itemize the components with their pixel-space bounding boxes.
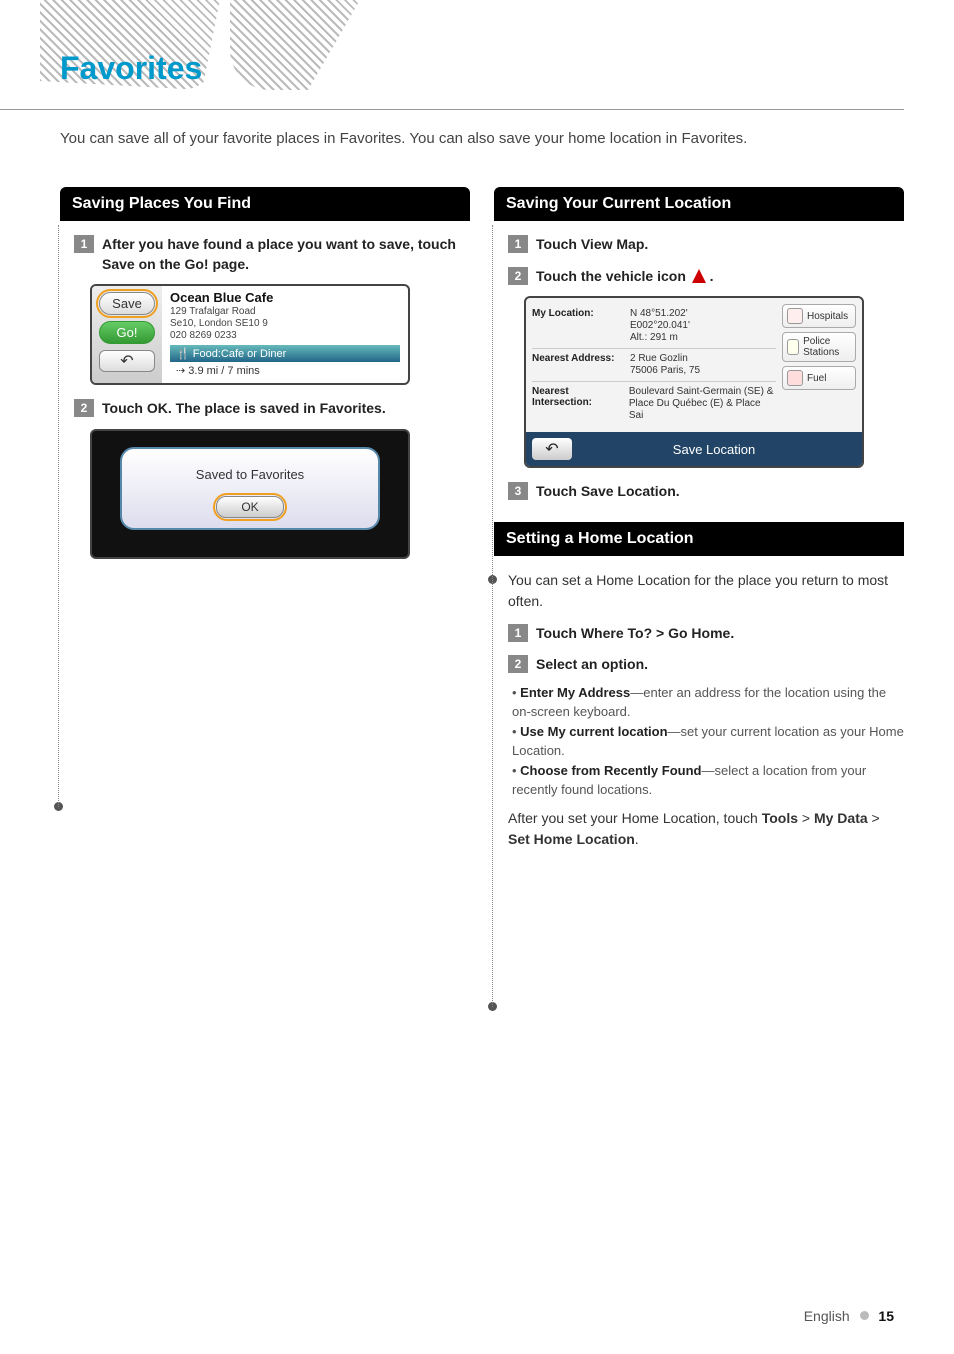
poi-label: Police Stations (803, 336, 851, 358)
vehicle-icon (692, 269, 706, 283)
step-number: 2 (508, 655, 528, 673)
poi-hospitals[interactable]: Hospitals (782, 304, 856, 328)
saved-dialog-screenshot: Saved to Favorites OK (90, 429, 410, 559)
back-button[interactable]: ↶ (99, 350, 155, 372)
section-saving-places: Saving Places You Find (60, 187, 470, 221)
poi-label: Fuel (807, 373, 826, 384)
left-column: Saving Places You Find 1 After you have … (60, 187, 470, 807)
step-number: 2 (74, 399, 94, 417)
page-header: Favorites (0, 0, 904, 110)
text: > (798, 810, 814, 826)
section-saving-current: Saving Your Current Location (494, 187, 904, 221)
step-1: 1 Touch View Map. (508, 235, 904, 255)
section-intro: You can set a Home Location for the plac… (508, 570, 904, 612)
step-number: 1 (74, 235, 94, 253)
page-title: Favorites (60, 50, 202, 87)
step-number: 3 (508, 482, 528, 500)
ok-button[interactable]: OK (216, 496, 283, 518)
addr-line: 020 8269 0233 (170, 330, 237, 341)
text: > (868, 810, 880, 826)
save-location-label: Save Location (572, 442, 856, 457)
fuel-icon (787, 370, 803, 386)
step-number: 1 (508, 624, 528, 642)
my-location-screenshot: My Location: N 48°51.202' E002°20.041' A… (524, 296, 864, 468)
row-value: N 48°51.202' E002°20.041' Alt.: 291 m (630, 308, 690, 344)
text: After you set your Home Location, touch (508, 810, 762, 826)
footer-dot-icon (860, 1311, 869, 1320)
text: . (635, 831, 639, 847)
go-details: Ocean Blue Cafe 129 Trafalgar Road Se10,… (162, 286, 408, 383)
go-button[interactable]: Go! (99, 321, 155, 344)
outro-text: After you set your Home Location, touch … (508, 808, 904, 850)
row-key: My Location: (532, 308, 624, 344)
poi-police[interactable]: Police Stations (782, 332, 856, 362)
text: . (710, 268, 714, 284)
step-text: Touch the vehicle icon . (536, 267, 714, 287)
list-item: Enter My Address—enter an address for th… (512, 683, 904, 722)
step-text: After you have found a place you want to… (102, 235, 470, 274)
step-2: 2 Touch OK. The place is saved in Favori… (74, 399, 470, 419)
option-name: Choose from Recently Found (520, 763, 701, 778)
options-list: Enter My Address—enter an address for th… (512, 683, 904, 800)
hospital-icon (787, 308, 803, 324)
text-bold: Set Home Location (508, 831, 635, 847)
step-3: 3 Touch Save Location. (508, 482, 904, 502)
option-name: Use My current location (520, 724, 667, 739)
step-text: Touch OK. The place is saved in Favorite… (102, 399, 386, 419)
step-text: Touch Where To? > Go Home. (536, 624, 734, 644)
step-number: 2 (508, 267, 528, 285)
go-sidebar: Save Go! ↶ (92, 286, 162, 383)
text: Touch the vehicle icon (536, 268, 686, 284)
intro-text: You can save all of your favorite places… (60, 130, 894, 147)
save-button[interactable]: Save (99, 292, 155, 315)
dot-decoration (488, 575, 497, 584)
step-1: 1 After you have found a place you want … (74, 235, 470, 274)
table-row: My Location: N 48°51.202' E002°20.041' A… (532, 304, 776, 349)
option-name: Enter My Address (520, 685, 630, 700)
place-title: Ocean Blue Cafe (170, 290, 400, 305)
table-row: Nearest Address: 2 Rue Gozlin 75006 Pari… (532, 349, 776, 382)
dialog: Saved to Favorites OK (120, 447, 380, 530)
right-column: Saving Your Current Location 1 Touch Vie… (494, 187, 904, 1007)
text-bold: My Data (814, 810, 868, 826)
decoration (230, 0, 360, 90)
addr-line: Se10, London SE10 9 (170, 318, 268, 329)
step-text: Touch Save Location. (536, 482, 680, 502)
row-key: Nearest Address: (532, 353, 624, 377)
row-key: Nearest Intersection: (532, 386, 623, 422)
back-button[interactable]: ↶ (532, 438, 572, 460)
place-address: 129 Trafalgar Road Se10, London SE10 9 0… (170, 306, 400, 342)
step-text: Select an option. (536, 655, 648, 675)
poi-label: Hospitals (807, 311, 848, 322)
dot-decoration (54, 802, 63, 811)
step-text: Touch View Map. (536, 235, 648, 255)
row-value: Boulevard Saint-Germain (SE) & Place Du … (629, 386, 776, 422)
section-home-location: Setting a Home Location (494, 522, 904, 556)
list-item: Use My current location—set your current… (512, 722, 904, 761)
step-2: 2 Touch the vehicle icon . (508, 267, 904, 287)
step-2: 2 Select an option. (508, 655, 904, 675)
police-icon (787, 339, 799, 355)
location-details: My Location: N 48°51.202' E002°20.041' A… (526, 298, 782, 432)
poi-fuel[interactable]: Fuel (782, 366, 856, 390)
step-number: 1 (508, 235, 528, 253)
dialog-text: Saved to Favorites (132, 467, 368, 482)
page-footer: English 15 (804, 1308, 894, 1324)
text-bold: Tools (762, 810, 798, 826)
poi-sidebar: Hospitals Police Stations Fuel (782, 298, 862, 432)
table-row: Nearest Intersection: Boulevard Saint-Ge… (532, 382, 776, 426)
footer-page-number: 15 (878, 1308, 894, 1324)
dot-decoration (488, 1002, 497, 1011)
row-value: 2 Rue Gozlin 75006 Paris, 75 (630, 353, 700, 377)
go-page-screenshot: Save Go! ↶ Ocean Blue Cafe 129 Trafalgar… (90, 284, 410, 385)
footer-lang: English (804, 1308, 850, 1324)
distance-row: ⇢ 3.9 mi / 7 mins (170, 362, 400, 379)
list-item: Choose from Recently Found—select a loca… (512, 761, 904, 800)
step-1: 1 Touch Where To? > Go Home. (508, 624, 904, 644)
save-location-bar[interactable]: ↶ Save Location (526, 432, 862, 466)
addr-line: 129 Trafalgar Road (170, 306, 256, 317)
category-row: 🍴 Food:Cafe or Diner (170, 345, 400, 362)
